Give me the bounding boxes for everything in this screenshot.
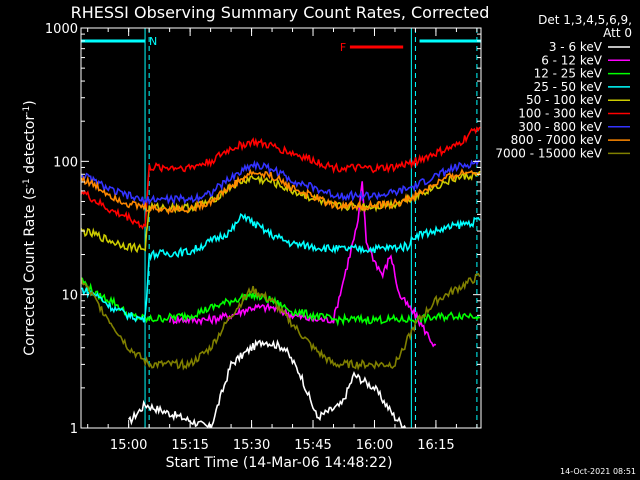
x-tick-label: 15:45 [294,438,331,453]
annotation-label-f: F [340,41,346,54]
plot-frame [80,27,482,429]
footer-timestamp: 14-Oct-2021 08:51 [560,467,636,476]
legend-label: 7000 - 15000 keV [495,146,602,160]
series-line-100-300-kev [81,126,481,230]
x-axis: 15:00 15:15 15:30 15:45 16:00 16:15 [87,28,478,453]
chart-title: RHESSI Observing Summary Count Rates, Co… [71,3,490,22]
legend-label: 12 - 25 keV [534,67,603,81]
legend-label: 800 - 7000 keV [511,133,603,147]
series-line-300-800-kev [81,159,480,206]
legend-header-line-1: Det 1,3,4,5,6,9, [538,13,632,27]
y-tick-label: 1000 [45,22,78,37]
legend-label: 25 - 50 keV [534,80,603,94]
y-tick-label: 100 [53,155,78,170]
series-layer [81,126,481,428]
x-axis-label: Start Time (14-Mar-06 14:48:22) [166,455,393,471]
legend-header-line-2: Att 0 [603,26,632,40]
series-line-25-50-kev [81,212,481,323]
x-tick-label: 15:15 [171,438,208,453]
x-tick-label: 15:30 [233,438,270,453]
series-line-7000-15000-kev [81,272,481,371]
x-tick-label: 15:00 [110,438,147,453]
y-tick-label: 10 [61,289,78,304]
series-line-3-6-kev [128,338,407,428]
legend-label: 50 - 100 keV [526,93,603,107]
series-line-800-7000-kev [81,168,481,215]
x-tick-label: 16:15 [417,438,454,453]
annotation-label-n: N [149,35,157,48]
legend-label: 6 - 12 keV [541,53,603,67]
legend-label: 3 - 6 keV [549,40,603,54]
y-axis-label: Corrected Count Rate (s-1 detector-1) [22,100,38,355]
y-tick-label: 1 [70,422,78,437]
series-line-12-25-kev [81,277,481,327]
x-tick-label: 16:00 [356,438,393,453]
legend-label: 100 - 300 keV [518,107,602,121]
legend-label: 300 - 800 keV [518,120,602,134]
